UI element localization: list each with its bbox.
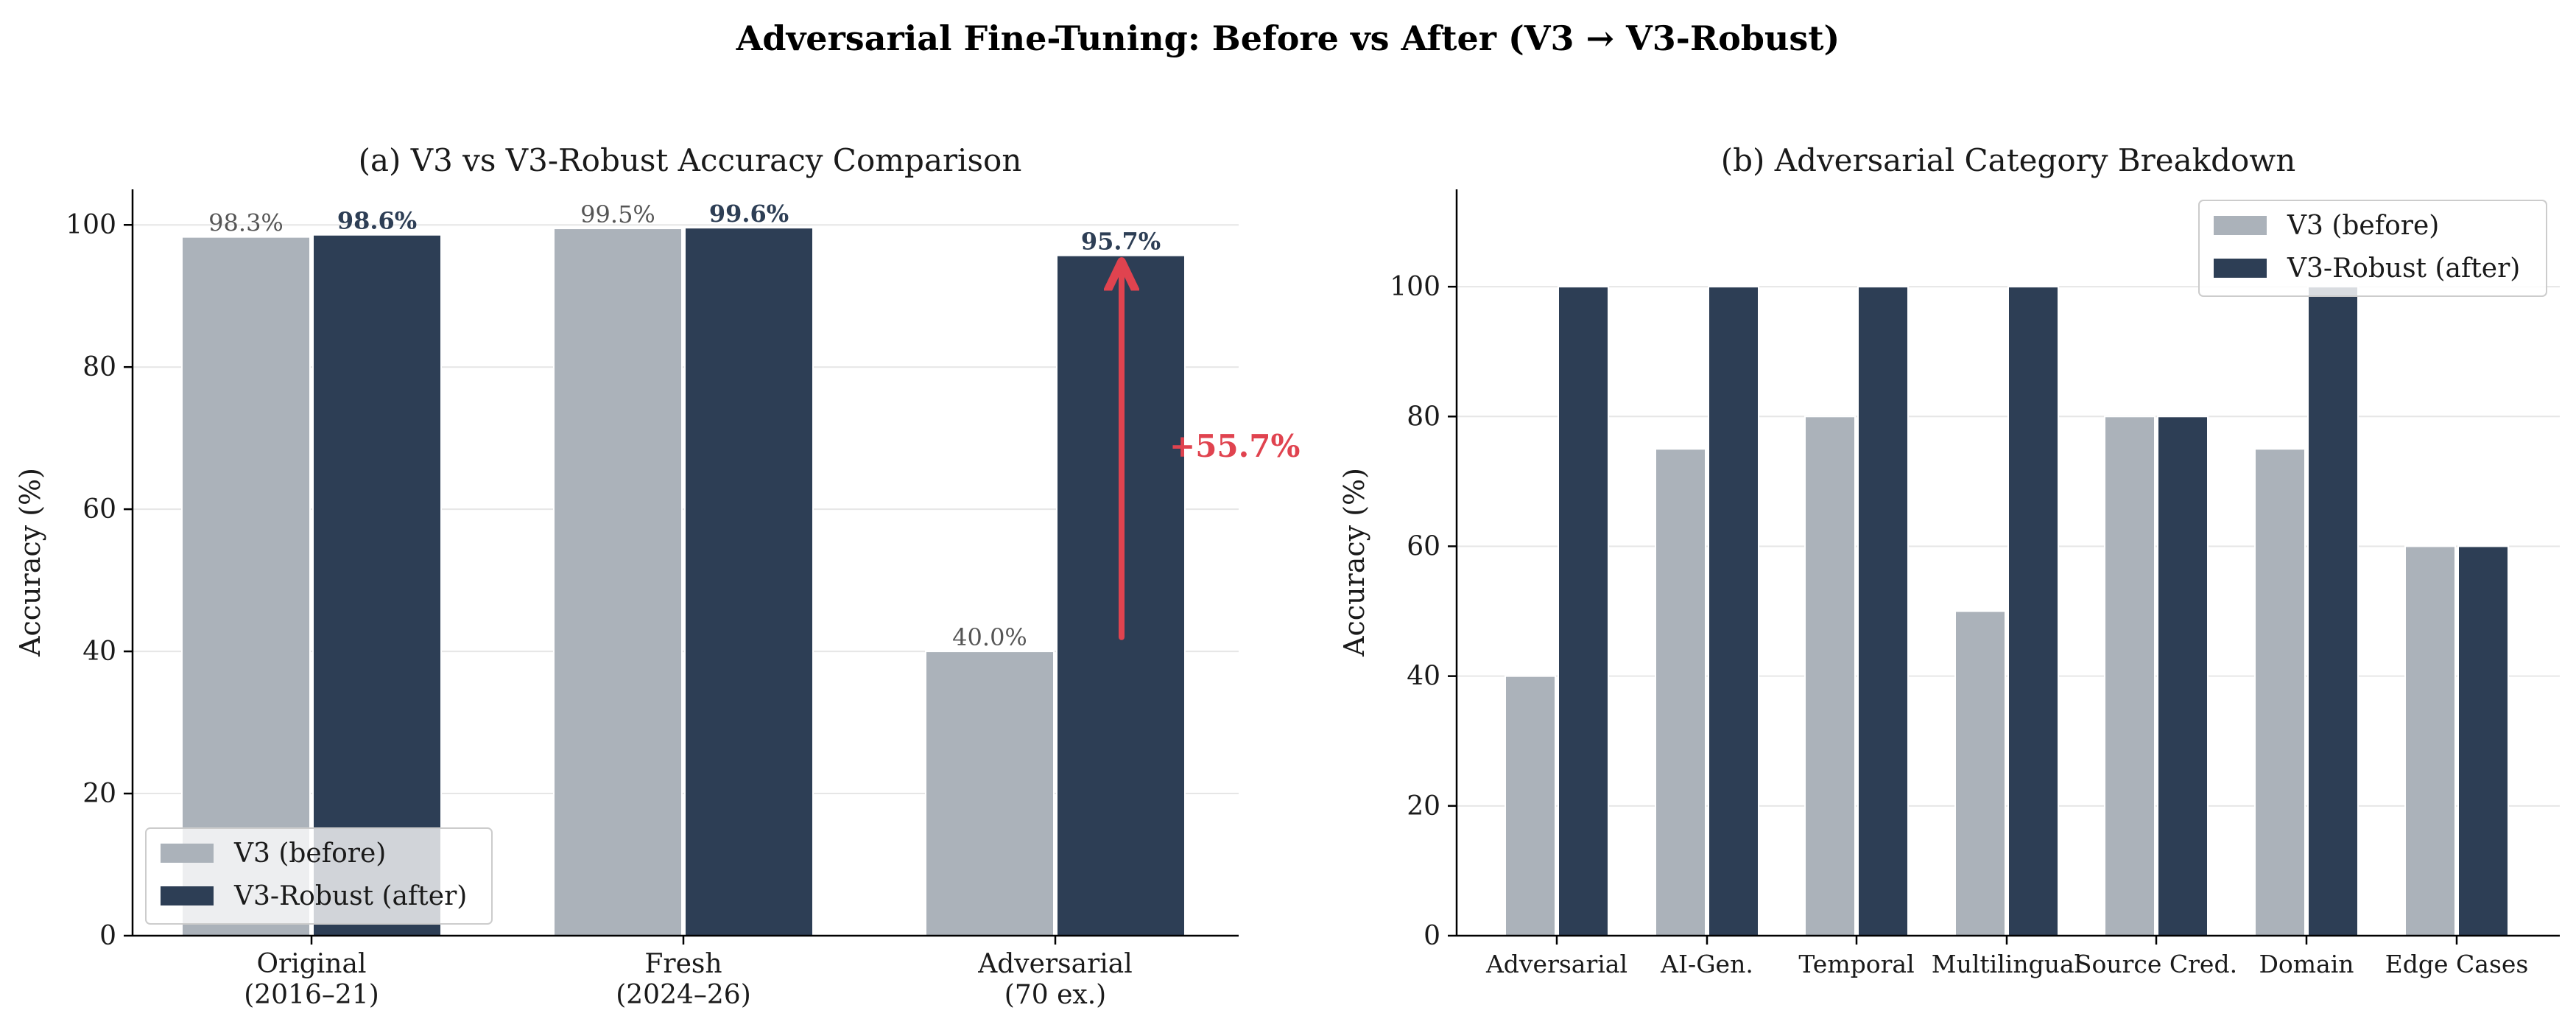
y-tick-label: 100 [1390,272,1440,302]
x-tick-label: (2016–21) [244,980,379,1010]
legend-swatch-before [161,844,214,863]
x-tick-label: Adversarial [977,949,1133,979]
panel-b-x-ticks: Adversarial AI-Gen. Temporal MultilingualSo… [1485,936,2528,978]
x-tick-label: Source Cred. [2075,950,2237,978]
y-tick-label: 40 [1407,662,1440,692]
bar-before [2104,416,2156,936]
value-label: 95.7% [1081,228,1161,256]
bar-after [1708,286,1759,936]
y-tick-label: 0 [1424,921,1440,951]
bar-before [925,651,1055,936]
panel-a-title: (a) V3 vs V3-Robust Accuracy Comparison [359,142,1022,178]
panel-b-legend: V3 (before) V3-Robust (after) [2198,200,2547,297]
bar-before [553,228,683,936]
bar-after [1558,286,1609,936]
y-tick-label: 20 [82,779,116,809]
panel-b-y-ticks: 0 20 40 60 80 100 [1390,272,1457,951]
bar-after [312,234,442,936]
y-tick-label: 80 [82,352,116,382]
x-tick-label: Temporal [1798,950,1914,978]
bar-before [2254,448,2306,936]
panel-a-y-label: Accuracy (%) [14,468,46,657]
bar-before [1655,448,1706,936]
legend-label-before: V3 (before) [2287,211,2439,241]
y-tick-label: 20 [1407,791,1440,821]
legend-label-after: V3-Robust (after) [2287,253,2520,284]
panel-b-bars [1505,286,2509,937]
value-label: 98.6% [337,207,417,235]
x-tick-label: Adversarial [1485,950,1627,978]
panel-a-chart: (a) V3 vs V3-Robust Accuracy Comparison … [14,142,1300,1010]
legend-swatch-after [161,886,214,905]
panel-b-title: (b) Adversarial Category Breakdown [1721,142,2296,178]
bar-after [2157,416,2209,936]
y-tick-label: 60 [82,494,116,525]
y-tick-label: 80 [1407,402,1440,432]
x-tick-label: (70 ex.) [1004,980,1106,1010]
improvement-annotation: +55.7% [1122,273,1300,640]
legend-label-after: V3-Robust (after) [233,881,467,911]
x-tick-label: Domain [2259,950,2354,978]
legend-swatch-after [2214,259,2267,278]
bar-before [1804,416,1856,936]
x-tick-label: Edge Cases [2385,950,2529,978]
value-label: 40.0% [952,623,1027,651]
y-tick-label: 0 [99,921,116,951]
panel-a-x-ticks: Original(2016–21) Fresh(2024–26) Adversari… [244,936,1133,1010]
bar-after [2007,286,2059,936]
y-tick-label: 40 [82,637,116,667]
bar-after [2457,545,2509,936]
y-tick-label: 100 [66,210,116,240]
legend-label-before: V3 (before) [233,838,386,869]
x-tick-label: Fresh [644,949,722,979]
bar-before [2404,545,2456,936]
value-label: 99.5% [580,200,655,228]
x-tick-label: (2024–26) [616,980,751,1010]
value-label: 98.3% [208,209,284,237]
bar-after [1857,286,1909,936]
bar-after [684,227,814,936]
x-tick-label: Multilingual [1932,950,2082,978]
bar-after [2307,286,2359,936]
panel-b-chart: (b) Adversarial Category Breakdown 0 20 40… [1338,142,2560,978]
x-tick-label: Original [257,949,367,979]
y-tick-label: 60 [1407,531,1440,561]
value-label: 99.6% [709,200,789,228]
improvement-label: +55.7% [1169,428,1300,464]
panel-a-y-ticks: 0 20 40 60 80 100 [66,210,133,951]
bar-before [1954,610,2006,937]
panel-b-y-label: Accuracy (%) [1338,468,1370,657]
panel-a-legend: V3 (before) V3-Robust (after) [145,827,493,925]
figure-title: Adversarial Fine-Tuning: Before vs After… [736,18,1840,58]
bar-before [1505,675,1556,936]
x-tick-label: AI-Gen. [1660,950,1753,978]
legend-swatch-before [2214,216,2267,235]
panel-a-value-labels: 98.3% 99.5% 40.0% 98.6% 99.6% 95.7% [208,200,1161,651]
